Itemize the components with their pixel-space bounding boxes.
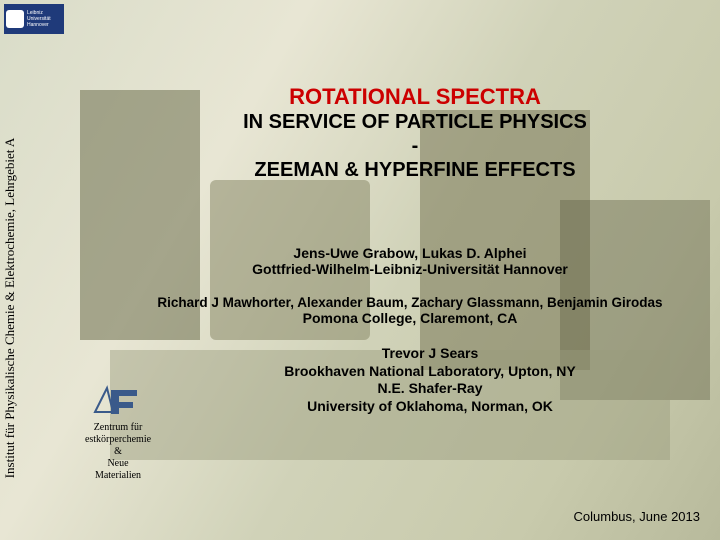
slide-root: Leibniz Universität Hannover Institut fü…	[0, 0, 720, 540]
zfm-line4: Neue	[68, 458, 168, 470]
zfm-logo-icon	[93, 382, 143, 416]
authors3-line1: Trevor J Sears	[180, 345, 680, 363]
zfm-line1: Zentrum für	[68, 422, 168, 434]
author-block-1: Jens-Uwe Grabow, Lukas D. Alphei Gottfri…	[90, 245, 720, 277]
title-line2: IN SERVICE OF PARTICLE PHYSICS	[140, 110, 690, 134]
authors3-line3: N.E. Shafer-Ray	[180, 380, 680, 398]
content-area: ROTATIONAL SPECTRA IN SERVICE OF PARTICL…	[40, 0, 720, 540]
zfm-block: Zentrum für estkörperchemie & Neue Mater…	[68, 382, 168, 482]
authors3-line4: University of Oklahoma, Norman, OK	[180, 398, 680, 416]
author-block-2: Richard J Mawhorter, Alexander Baum, Zac…	[90, 295, 720, 326]
institute-vertical-label: Institut für Physikalische Chemie & Elek…	[2, 58, 18, 540]
zfm-line3: &	[68, 446, 168, 458]
author-block-3: Trevor J Sears Brookhaven National Labor…	[180, 345, 680, 415]
authors1-names: Jens-Uwe Grabow, Lukas D. Alphei	[90, 245, 720, 261]
zfm-line2: estkörperchemie	[68, 434, 168, 446]
authors1-affil: Gottfried-Wilhelm-Leibniz-Universität Ha…	[90, 261, 720, 277]
venue-label: Columbus, June 2013	[574, 509, 700, 524]
authors3-line2: Brookhaven National Laboratory, Upton, N…	[180, 363, 680, 381]
sidebar: Institut für Physikalische Chemie & Elek…	[0, 0, 24, 540]
title-line3: -	[140, 134, 690, 158]
title-block: ROTATIONAL SPECTRA IN SERVICE OF PARTICL…	[140, 84, 690, 182]
title-line1: ROTATIONAL SPECTRA	[140, 84, 690, 110]
title-line4: ZEEMAN & HYPERFINE EFFECTS	[140, 158, 690, 182]
authors2-affil: Pomona College, Claremont, CA	[90, 310, 720, 326]
zfm-line5: Materialien	[68, 470, 168, 482]
authors2-names: Richard J Mawhorter, Alexander Baum, Zac…	[90, 295, 720, 310]
